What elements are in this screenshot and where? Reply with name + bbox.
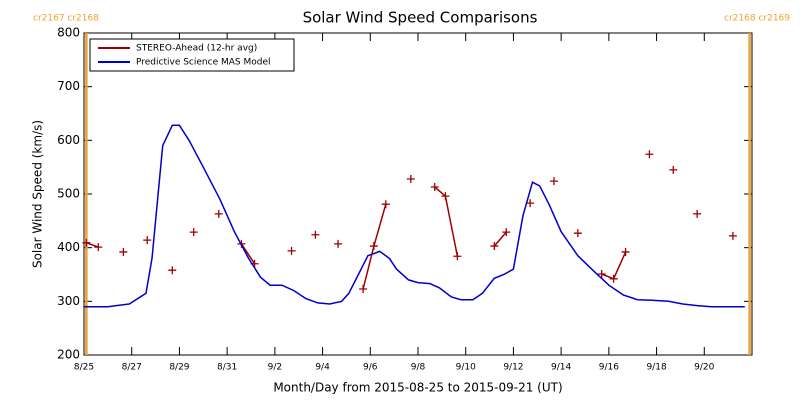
data-point [609,274,618,283]
x-tick-label: 9/18 [646,363,666,373]
data-point [168,266,177,275]
x-tick-label: 9/14 [551,363,571,373]
annotation: cr2167 cr2168 [33,14,99,24]
x-tick-label: 8/27 [122,363,142,373]
legend-label: STEREO-Ahead (12-hr avg) [136,44,257,54]
x-tick-label: 9/20 [694,363,714,373]
data-point [119,247,128,256]
data-point [189,228,198,237]
data-point [369,242,378,251]
annotation: cr2168 cr2169 [724,14,790,24]
y-tick-label: 800 [57,26,80,40]
x-tick-label: 9/6 [363,363,378,373]
data-point [693,209,702,218]
data-point [549,177,558,186]
data-point [573,229,582,238]
series-line [84,124,745,308]
data-point [359,284,368,293]
y-tick-label: 500 [57,187,80,201]
data-point [526,199,535,208]
data-point [597,269,606,278]
data-point [453,252,462,261]
x-tick-label: 8/25 [74,363,94,373]
data-point [94,243,103,252]
y-tick-label: 700 [57,79,80,93]
y-tick-label: 200 [57,348,80,362]
data-point [621,247,630,256]
x-tick-label: 9/10 [456,363,476,373]
x-tick-label: 9/2 [268,363,282,373]
x-axis-label: Month/Day from 2015-08-25 to 2015-09-21 … [273,381,562,395]
chart-title: Solar Wind Speed Comparisons [303,9,538,27]
legend-box [89,38,295,72]
data-point [441,192,450,201]
x-tick-label: 9/12 [503,363,523,373]
y-tick-label: 600 [57,133,80,147]
legend-label: Predictive Science MAS Model [136,58,271,68]
data-point [381,200,390,209]
x-tick-label: 9/4 [315,363,330,373]
data-point [430,183,439,192]
x-tick-label: 8/31 [217,363,237,373]
data-point [728,231,737,240]
data-point [669,165,678,174]
data-point [287,246,296,255]
data-point [82,238,91,247]
x-tick-label: 9/8 [411,363,426,373]
data-point [502,228,511,237]
data-point [406,174,415,183]
data-point [214,209,223,218]
x-tick-label: 9/16 [599,363,619,373]
data-point [143,236,152,245]
y-tick-label: 300 [57,294,80,308]
data-point [334,239,343,248]
data-point [645,150,654,159]
y-tick-label: 400 [57,240,80,254]
x-tick-label: 8/29 [169,363,189,373]
data-point [490,242,499,251]
data-point [311,230,320,239]
y-axis-label: Solar Wind Speed (km/s) [31,120,45,268]
